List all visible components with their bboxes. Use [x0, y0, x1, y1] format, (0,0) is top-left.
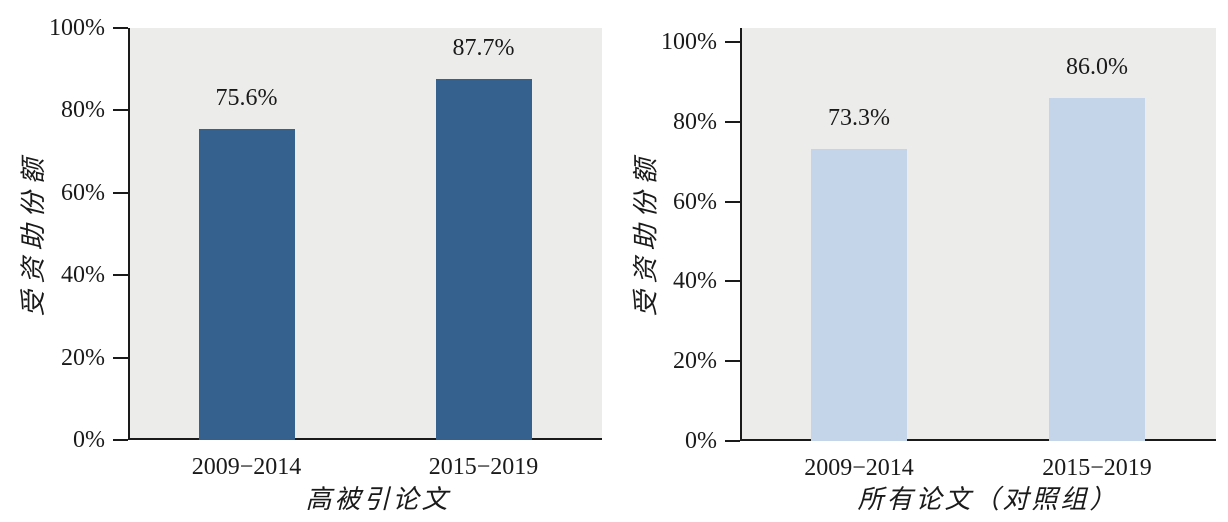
- bar-value-label: 86.0%: [1066, 53, 1128, 80]
- y-tick-label: 40%: [61, 262, 105, 289]
- x-axis-title-all-papers: 所有论文（对照组）: [857, 485, 1119, 514]
- x-tick-label: 2015−2019: [1042, 455, 1152, 481]
- bar-value-label: 75.6%: [215, 84, 278, 111]
- bar-value-label: 87.7%: [452, 34, 515, 61]
- x-tick-label: 2015−2019: [428, 454, 539, 480]
- y-axis-label-left: 受资助份额: [19, 151, 48, 317]
- y-tick-label: 0%: [73, 427, 105, 453]
- y-tick-label: 20%: [673, 348, 717, 375]
- x-tick-label: 2009−2014: [191, 454, 302, 480]
- y-tick-label: 60%: [673, 188, 717, 215]
- y-axis-tick: [725, 120, 740, 123]
- y-tick-label: 100%: [661, 29, 717, 55]
- y-tick-label: 80%: [673, 108, 717, 135]
- y-axis-tick: [725, 360, 740, 363]
- bar-all-papers-2015−2019: [1049, 97, 1145, 441]
- y-axis-tick: [113, 274, 128, 277]
- y-tick-label: 80%: [61, 97, 105, 124]
- y-tick-label: 0%: [685, 428, 717, 454]
- y-axis-tick: [113, 356, 128, 359]
- bar-value-label: 73.3%: [828, 104, 890, 131]
- y-axis-tick: [725, 280, 740, 283]
- y-tick-label: 20%: [61, 344, 105, 371]
- y-axis-tick: [725, 41, 740, 43]
- bar-all-papers-2009−2014: [811, 148, 907, 441]
- bar-highly-cited-2015−2019: [435, 78, 532, 440]
- y-axis-tick: [113, 27, 128, 29]
- x-tick-label: 2009−2014: [804, 455, 914, 481]
- y-tick-label: 40%: [673, 268, 717, 295]
- x-axis-title-highly-cited: 高被引论文: [305, 485, 451, 514]
- y-axis-tick: [113, 109, 128, 112]
- y-axis-tick: [113, 191, 128, 194]
- y-axis-tick: [113, 439, 128, 441]
- y-axis-tick: [725, 200, 740, 203]
- y-axis-tick: [725, 440, 740, 442]
- y-axis-label-right: 受资助份额: [631, 151, 661, 317]
- bar-highly-cited-2009−2014: [198, 128, 295, 440]
- y-tick-label: 100%: [49, 15, 105, 41]
- y-tick-label: 60%: [61, 179, 105, 206]
